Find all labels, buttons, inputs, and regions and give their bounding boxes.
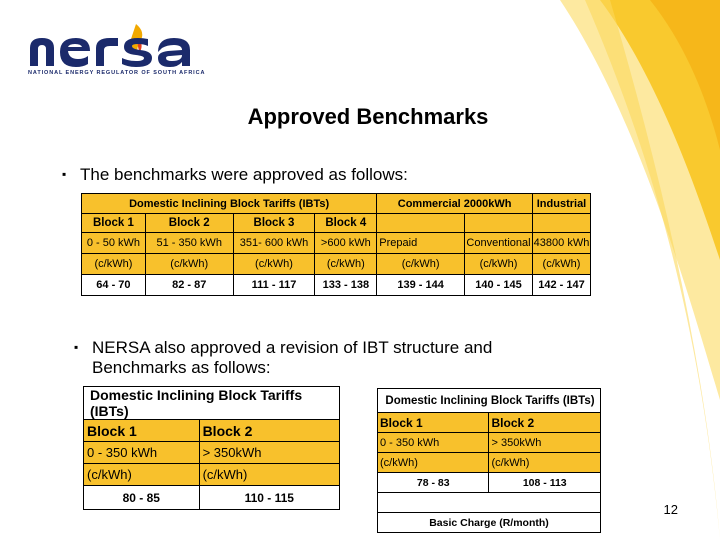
table1-range: Prepaid	[376, 232, 466, 254]
nersa-logo: NATIONAL ENERGY REGULATOR OF SOUTH AFRIC…	[28, 18, 218, 80]
revised-ibt-table: Domestic Inclining Block Tariffs (IBTs) …	[83, 386, 341, 510]
page-title: Approved Benchmarks	[247, 104, 489, 129]
table1-unit: (c/kWh)	[232, 253, 316, 275]
bullet-1-text: The benchmarks were approved as follows:	[80, 165, 408, 184]
table3-unit: (c/kWh)	[376, 452, 490, 473]
table1-range: 43800 kWh	[532, 232, 591, 254]
table2-block: Block 2	[198, 419, 341, 442]
table3-block: Block 2	[488, 412, 601, 433]
table1-unit: (c/kWh)	[376, 253, 466, 275]
benchmarks-table-1: Domestic Inclining Block Tariffs (IBTs) …	[80, 193, 591, 296]
table1-unit: (c/kWh)	[532, 253, 591, 275]
table1-block: Block 3	[232, 213, 316, 233]
table1-value: 142 - 147	[532, 274, 591, 296]
table1-header-domestic: Domestic Inclining Block Tariffs (IBTs)	[80, 193, 378, 214]
table1-value: 133 - 138	[314, 274, 378, 296]
logo-tagline: NATIONAL ENERGY REGULATOR OF SOUTH AFRIC…	[28, 70, 206, 76]
table1-range: 51 - 350 kWh	[144, 232, 234, 254]
square-bullet-icon: ▪	[74, 340, 79, 354]
table1-range: 0 - 50 kWh	[81, 232, 146, 254]
table2-unit: (c/kWh)	[83, 463, 200, 486]
bullet-2-line-2: Benchmarks as follows:	[92, 358, 271, 377]
bullet-text-1: ▪ The benchmarks were approved as follows…	[62, 165, 408, 185]
table3-block: Block 1	[376, 412, 490, 433]
table2-block: Block 1	[83, 419, 200, 442]
table1-unit: (c/kWh)	[464, 253, 533, 275]
table2-range: > 350kWh	[198, 441, 341, 464]
table2-value: 80 - 85	[83, 485, 200, 510]
table1-value: 111 - 117	[232, 274, 316, 296]
table1-range: Conventional	[464, 232, 533, 254]
table1-unit: (c/kWh)	[81, 253, 146, 275]
table3-header: Domestic Inclining Block Tariffs (IBTs)	[377, 388, 601, 413]
table1-value: 139 - 144	[376, 274, 466, 296]
table3-range: > 350kWh	[488, 432, 601, 453]
square-bullet-icon: ▪	[62, 167, 67, 181]
table2-unit: (c/kWh)	[198, 463, 341, 486]
table3-footer: Basic Charge (R/month)	[377, 512, 601, 533]
table1-header-commercial: Commercial 2000kWh	[376, 193, 533, 214]
table1-value: 64 - 70	[81, 274, 146, 296]
table2-value: 110 - 115	[198, 485, 341, 510]
table1-value: 82 - 87	[144, 274, 234, 296]
table2-header: Domestic Inclining Block Tariffs (IBTs)	[83, 386, 340, 420]
nersa-wordmark-icon	[30, 24, 190, 67]
revised-ibt-basic-charge-table: Domestic Inclining Block Tariffs (IBTs) …	[376, 388, 601, 533]
table3-value: 108 - 113	[488, 472, 601, 493]
table1-range: >600 kWh	[314, 232, 378, 254]
table3-value: 78 - 83	[376, 472, 490, 493]
table1-range: 351- 600 kWh	[232, 232, 316, 254]
table1-header-industrial: Industrial	[532, 193, 591, 214]
table1-value: 140 - 145	[464, 274, 533, 296]
table3-unit: (c/kWh)	[488, 452, 601, 473]
bullet-2-line-1: NERSA also approved a revision of IBT st…	[92, 338, 493, 357]
table1-block: Block 4	[314, 213, 378, 233]
bullet-text-2: ▪ NERSA also approved a revision of IBT s…	[74, 337, 492, 378]
page-number: 12	[663, 502, 678, 517]
table1-unit: (c/kWh)	[314, 253, 378, 275]
table1-unit: (c/kWh)	[144, 253, 234, 275]
table2-range: 0 - 350 kWh	[83, 441, 200, 464]
table1-block: Block 1	[81, 213, 146, 233]
table3-range: 0 - 350 kWh	[376, 432, 490, 453]
table1-block: Block 2	[144, 213, 234, 233]
